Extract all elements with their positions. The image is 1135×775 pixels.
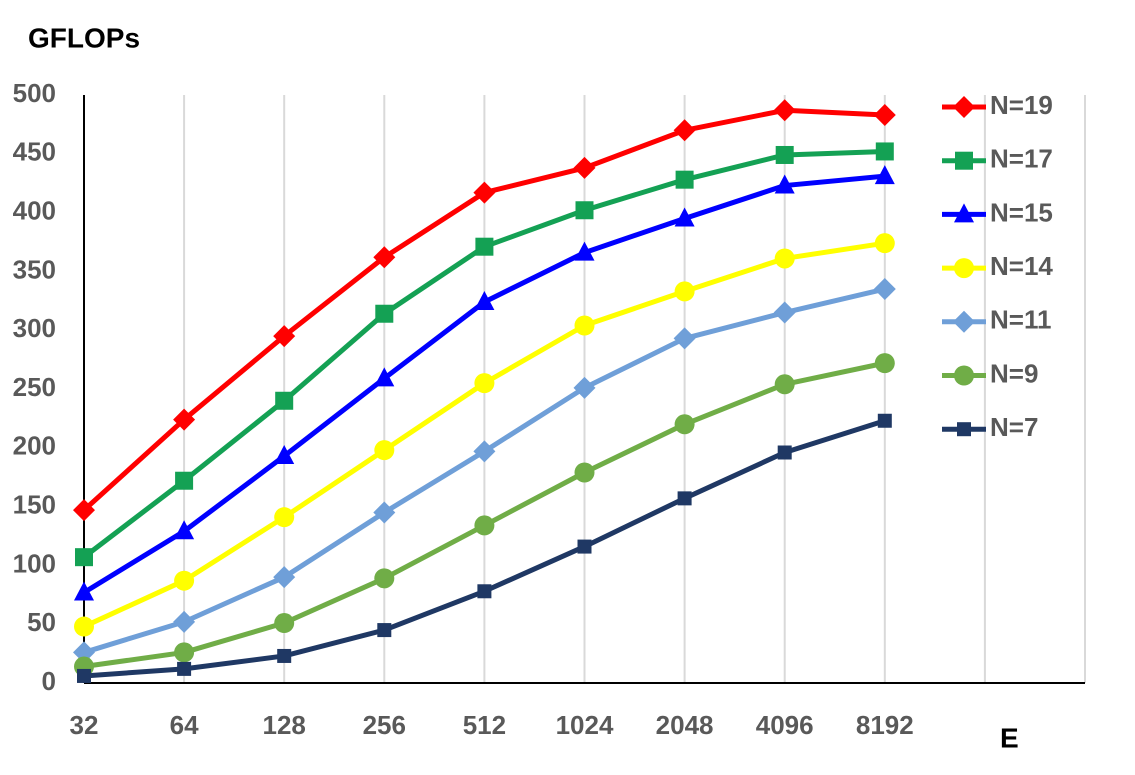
y-tick-label: 350 — [13, 254, 56, 284]
legend-label: N=14 — [990, 251, 1053, 281]
marker — [374, 568, 395, 589]
marker — [574, 241, 595, 261]
marker — [574, 462, 595, 483]
marker — [874, 353, 895, 374]
x-tick-label: 2048 — [656, 710, 714, 740]
marker — [274, 507, 295, 528]
marker — [274, 445, 295, 465]
y-axis-title: GFLOPs — [28, 22, 140, 53]
marker — [573, 156, 596, 179]
marker — [277, 648, 292, 663]
marker — [574, 315, 595, 336]
legend-marker — [954, 365, 974, 386]
marker — [377, 623, 392, 638]
legend-label: N=17 — [990, 144, 1053, 174]
legend-marker — [953, 310, 975, 333]
marker — [173, 408, 196, 431]
marker — [874, 233, 895, 254]
marker — [375, 304, 394, 323]
marker — [577, 539, 592, 554]
marker — [775, 145, 794, 164]
marker — [673, 327, 696, 350]
x-tick-label: 4096 — [756, 710, 814, 740]
legend-marker — [955, 151, 973, 170]
legend-label: N=19 — [990, 90, 1053, 120]
marker — [674, 207, 695, 227]
y-tick-label: 150 — [13, 489, 56, 519]
x-tick-label: 8192 — [856, 710, 914, 740]
marker — [677, 491, 692, 506]
marker — [275, 391, 294, 410]
marker — [273, 325, 296, 348]
y-tick-label: 200 — [13, 431, 56, 461]
marker — [474, 373, 495, 394]
marker — [174, 520, 195, 540]
y-tick-label: 0 — [42, 666, 56, 696]
x-tick-label: 1024 — [556, 710, 614, 740]
marker — [177, 661, 192, 676]
marker — [777, 445, 792, 460]
x-tick-label: 32 — [70, 710, 99, 740]
y-tick-label: 100 — [13, 548, 56, 578]
marker — [77, 668, 91, 683]
marker — [274, 613, 295, 634]
x-tick-label: 64 — [170, 710, 199, 740]
marker — [75, 548, 93, 567]
marker — [773, 301, 796, 324]
marker — [174, 570, 195, 591]
legend-marker — [953, 96, 975, 118]
marker — [73, 641, 95, 664]
marker — [875, 142, 894, 161]
marker — [373, 246, 396, 269]
marker — [774, 374, 795, 395]
marker — [575, 201, 594, 220]
marker — [373, 501, 396, 524]
legend-label: N=15 — [990, 197, 1053, 227]
y-tick-label: 500 — [13, 78, 56, 108]
y-tick-label: 300 — [13, 313, 56, 343]
marker — [374, 367, 395, 387]
marker — [873, 278, 896, 301]
marker — [573, 376, 596, 399]
marker — [74, 616, 94, 637]
legend-label: N=9 — [990, 358, 1038, 388]
marker — [273, 566, 296, 589]
legend-label: N=11 — [990, 305, 1051, 335]
marker — [474, 515, 495, 536]
x-tick-label: 512 — [463, 710, 506, 740]
marker — [473, 440, 496, 463]
marker — [477, 584, 492, 599]
marker — [175, 471, 194, 490]
marker — [877, 413, 892, 428]
marker — [473, 181, 496, 204]
marker — [173, 610, 196, 633]
legend-label: N=7 — [990, 412, 1038, 442]
y-tick-label: 50 — [27, 607, 56, 637]
marker — [374, 440, 395, 461]
marker — [674, 414, 695, 435]
x-axis-title: E — [1000, 722, 1019, 753]
legend-marker — [954, 203, 974, 223]
marker — [773, 99, 796, 122]
marker — [873, 103, 896, 126]
marker — [74, 581, 94, 601]
marker — [774, 248, 795, 269]
legend-marker — [957, 422, 971, 437]
marker — [73, 499, 95, 522]
marker — [874, 165, 895, 185]
marker — [674, 281, 695, 302]
marker — [174, 642, 195, 663]
marker — [673, 119, 696, 142]
x-tick-label: 128 — [263, 710, 306, 740]
y-tick-label: 400 — [13, 195, 56, 225]
marker — [774, 174, 795, 194]
x-tick-label: 256 — [363, 710, 406, 740]
marker — [475, 237, 494, 256]
marker — [675, 170, 694, 189]
legend-marker — [954, 258, 974, 279]
marker — [474, 290, 495, 310]
y-tick-label: 250 — [13, 372, 56, 402]
y-tick-label: 450 — [13, 137, 56, 167]
